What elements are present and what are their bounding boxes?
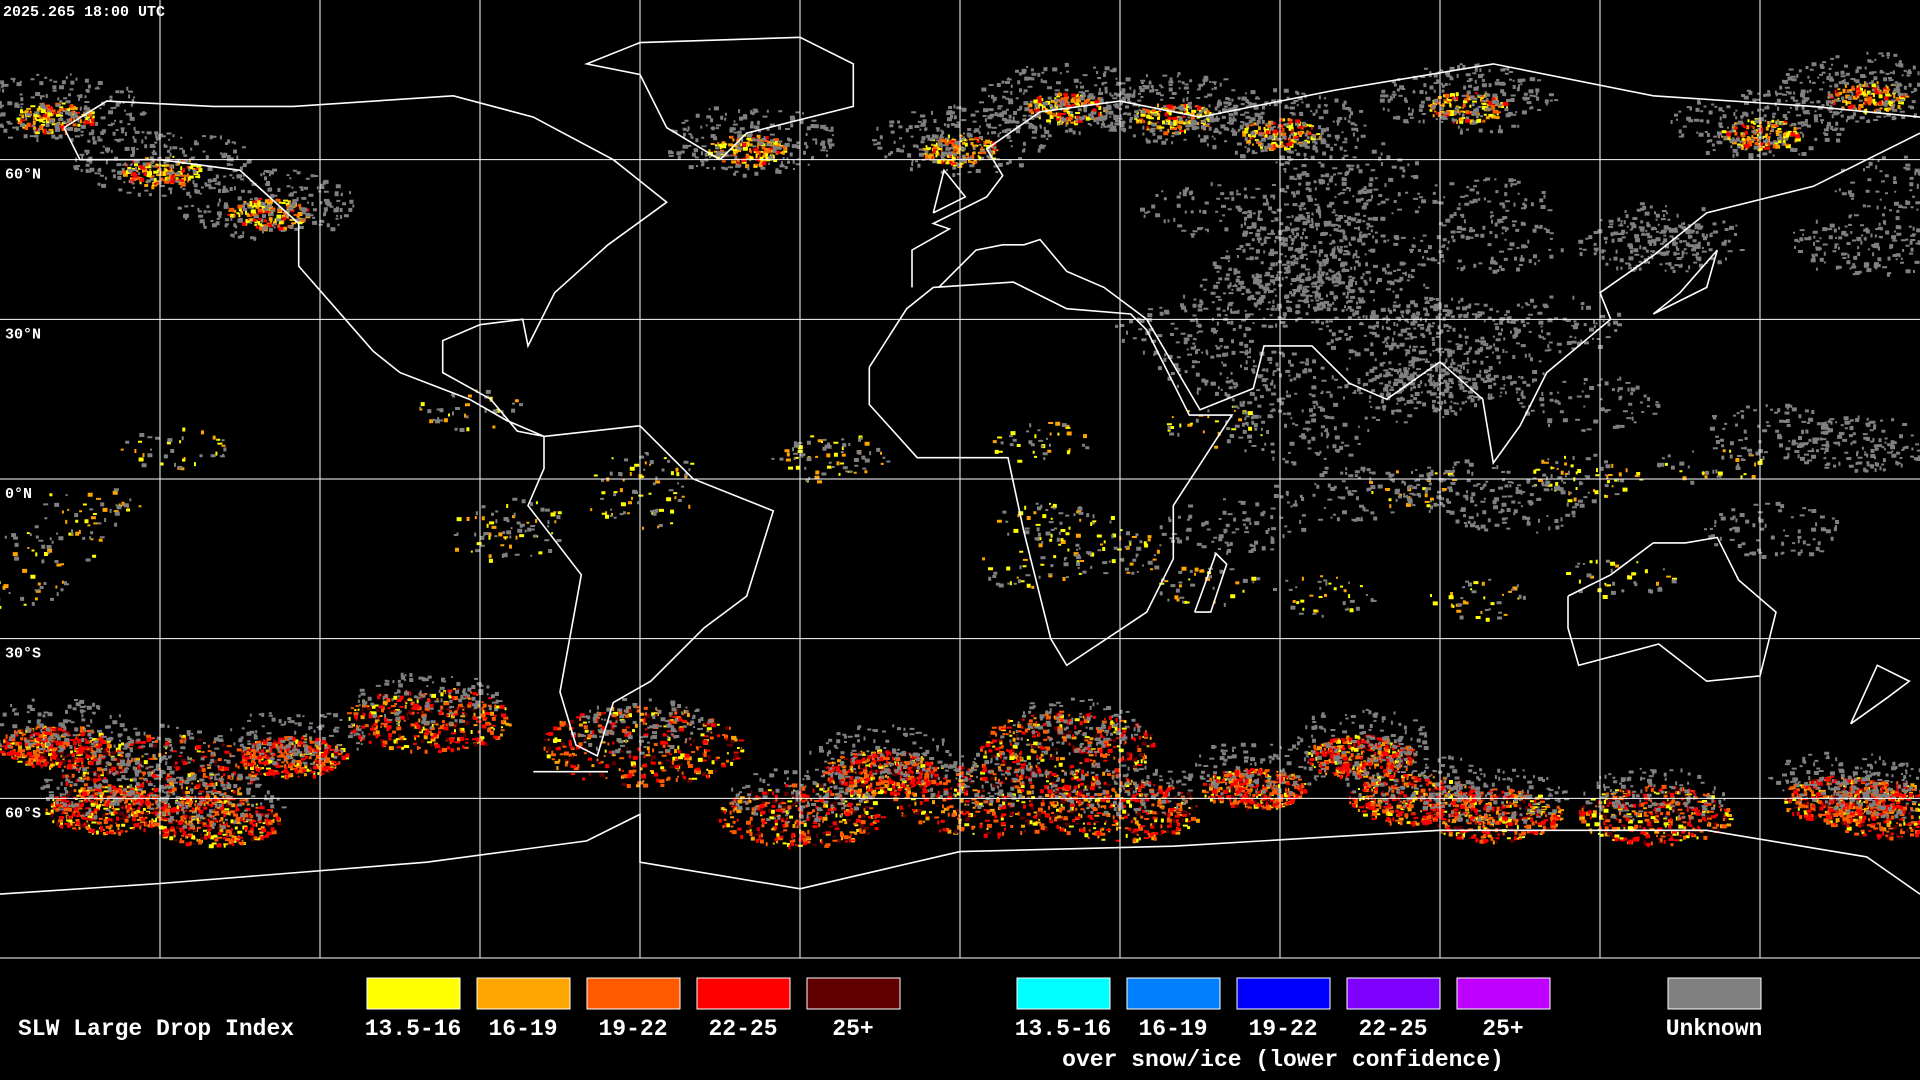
legend-label: 19-22	[1248, 1016, 1317, 1042]
legend-label: 16-19	[1138, 1016, 1207, 1042]
legend-swatch	[806, 977, 901, 1010]
legend-label: 22-25	[1358, 1016, 1427, 1042]
coastline	[1567, 536, 1777, 683]
graticule	[0, 0, 1920, 958]
legend-note: over snow/ice (lower confidence)	[1062, 1047, 1504, 1073]
latitude-label: 0°N	[5, 486, 32, 503]
legend-label: 22-25	[708, 1016, 777, 1042]
coastline	[932, 168, 967, 214]
latitude-label: 60°N	[5, 167, 41, 184]
legend-swatch	[1456, 977, 1551, 1010]
coastline	[938, 132, 1920, 466]
coastline	[527, 424, 775, 757]
legend-swatch	[1346, 977, 1441, 1010]
legend-swatch	[476, 977, 571, 1010]
latitude-label: 30°N	[5, 326, 41, 343]
legend-label: Unknown	[1666, 1016, 1763, 1042]
coastline	[63, 94, 669, 438]
legend-label: 19-22	[598, 1016, 667, 1042]
coastline	[1193, 552, 1228, 613]
cloud-layer	[0, 51, 1920, 850]
latitude-label: 30°S	[5, 646, 41, 663]
timestamp: 2025.265 18:00 UTC	[3, 4, 165, 21]
coastline	[1849, 664, 1911, 725]
legend-label: 13.5-16	[1015, 1016, 1112, 1042]
legend-label: 16-19	[488, 1016, 557, 1042]
legend-swatch	[1667, 977, 1762, 1010]
legend: SLW Large Drop Index 13.5-16 16-19 19-22 22-…	[18, 977, 1763, 1073]
legend-swatch	[366, 977, 461, 1010]
coastline	[868, 281, 1234, 667]
coastline	[1652, 249, 1719, 315]
legend-label: 13.5-16	[365, 1016, 462, 1042]
legend-swatch	[586, 977, 681, 1010]
legend-label: 25+	[1482, 1016, 1523, 1042]
legend-swatch	[1126, 977, 1221, 1010]
legend-label: 25+	[832, 1016, 873, 1042]
legend-title: SLW Large Drop Index	[18, 1016, 294, 1042]
legend-swatch	[696, 977, 791, 1010]
legend-swatch	[1016, 977, 1111, 1010]
cloud-pixels	[6, 691, 1920, 847]
legend-swatch	[1236, 977, 1331, 1010]
latitude-label: 60°S	[5, 805, 41, 822]
